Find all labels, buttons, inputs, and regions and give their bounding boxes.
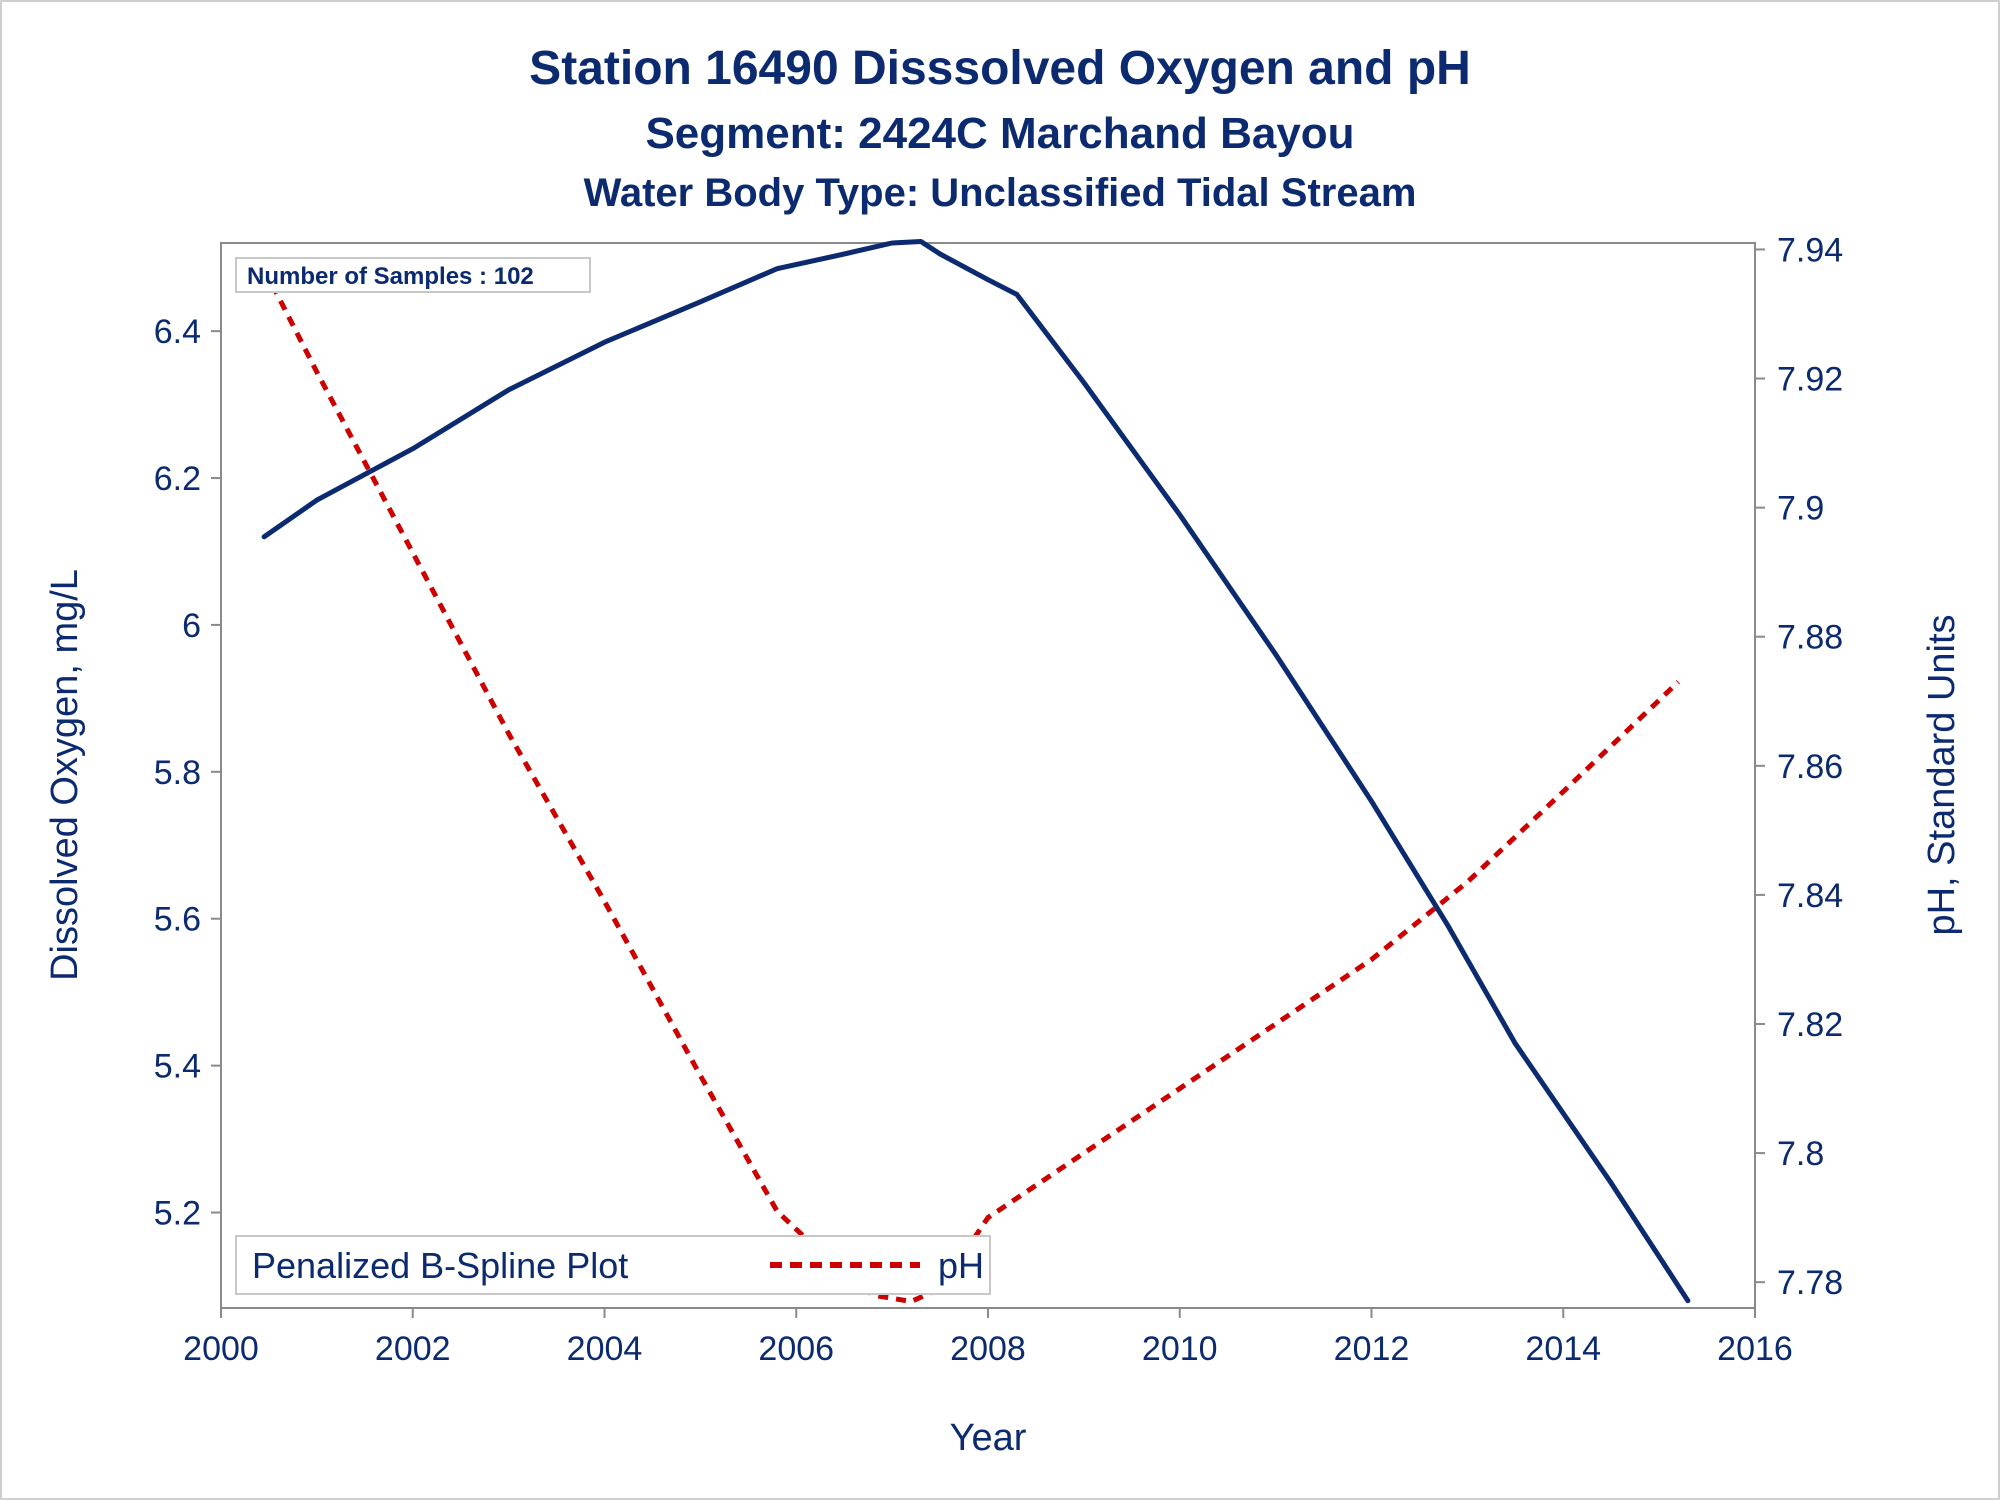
x-axis-label: Year	[950, 1417, 1027, 1459]
ph-series-line	[261, 267, 1681, 1304]
annotation-text: Number of Samples : 102	[247, 263, 534, 290]
legend-box	[235, 1235, 991, 1295]
chart-subtitle-2: Water Body Type: Unclassified Tidal Stre…	[584, 171, 1417, 215]
y-axis-left: 5.2 5.4 5.6 5.8 6 6.2 6.4	[154, 313, 221, 1233]
x-tick-label: 2016	[1717, 1330, 1793, 1368]
legend: Penalized B-Spline Plot pH	[235, 1235, 991, 1295]
y2-axis-label: pH, Standard Units	[1921, 614, 1963, 935]
series-layer	[261, 239, 1691, 1304]
x-axis: 2000 2002 2004 2006 2008 2010 2012 2014 2016	[183, 1308, 1793, 1368]
y2-tick-label: 7.94	[1777, 231, 1843, 269]
x-tick-label: 2004	[567, 1330, 643, 1368]
y-tick-label: 6	[182, 607, 201, 645]
legend-label-ph: pH	[938, 1245, 984, 1286]
x-tick-label: 2000	[183, 1330, 259, 1368]
x-tick-label: 2006	[758, 1330, 834, 1368]
chart-title: Station 16490 Disssolved Oxygen and pH	[529, 42, 1471, 95]
annotation-box	[235, 257, 591, 293]
y2-tick-label: 7.78	[1777, 1264, 1843, 1302]
x-tick-label: 2002	[375, 1330, 451, 1368]
y-tick-label: 5.6	[154, 901, 201, 939]
x-tick-label: 2010	[1142, 1330, 1218, 1368]
y2-tick-label: 7.9	[1777, 490, 1824, 528]
plot-area	[220, 242, 1756, 1309]
legend-title: Penalized B-Spline Plot	[252, 1245, 628, 1286]
y-axis-right: 7.78 7.8 7.82 7.84 7.86 7.88 7.9 7.92 7.94	[1755, 231, 1843, 1302]
y-tick-label: 5.2	[154, 1195, 201, 1233]
y2-tick-label: 7.84	[1777, 877, 1843, 915]
x-tick-label: 2008	[950, 1330, 1026, 1368]
y-axis-label: Dissolved Oxygen, mg/L	[44, 569, 86, 981]
y-tick-label: 5.4	[154, 1048, 201, 1086]
y2-tick-label: 7.92	[1777, 361, 1843, 399]
y-tick-label: 6.2	[154, 460, 201, 498]
samples-annotation: Number of Samples : 102	[235, 257, 591, 293]
dissolved-oxygen-series-line	[261, 239, 1691, 1304]
y2-tick-label: 7.86	[1777, 748, 1843, 786]
y2-tick-label: 7.8	[1777, 1135, 1824, 1173]
y-tick-label: 6.4	[154, 313, 201, 351]
y2-tick-label: 7.82	[1777, 1006, 1843, 1044]
y2-tick-label: 7.88	[1777, 619, 1843, 657]
chart-subtitle: Segment: 2424C Marchand Bayou	[645, 109, 1354, 158]
x-tick-label: 2012	[1334, 1330, 1410, 1368]
y-tick-label: 5.8	[154, 754, 201, 792]
x-tick-label: 2014	[1525, 1330, 1601, 1368]
